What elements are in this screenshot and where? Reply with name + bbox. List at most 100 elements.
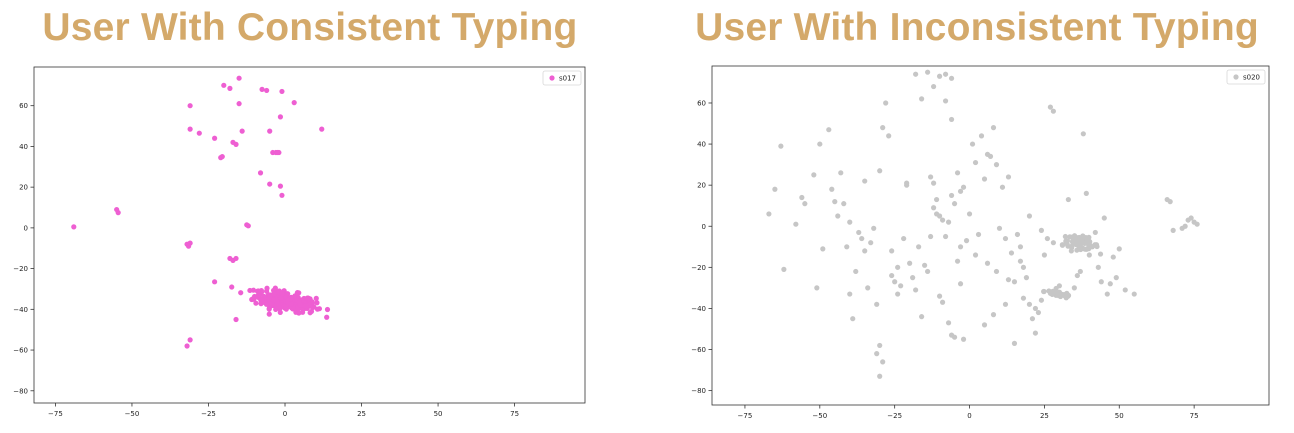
data-point <box>1131 291 1137 297</box>
data-point <box>886 133 892 139</box>
data-point <box>865 285 871 291</box>
y-tick-label: −80 <box>13 387 28 395</box>
data-point <box>880 359 886 365</box>
y-tick-label: 20 <box>19 184 28 192</box>
data-point <box>319 126 325 132</box>
x-tick-label: −25 <box>887 412 902 420</box>
data-point <box>296 299 302 305</box>
data-point <box>279 291 285 297</box>
data-point <box>957 244 964 250</box>
data-point <box>1082 246 1088 252</box>
y-tick-label: −20 <box>691 264 706 272</box>
x-tick-label: −50 <box>812 412 827 420</box>
data-point <box>1041 288 1047 295</box>
data-point <box>275 289 281 295</box>
data-point <box>948 192 955 199</box>
data-point <box>270 297 277 303</box>
data-point <box>820 246 826 252</box>
data-point <box>942 233 949 240</box>
data-point <box>1079 237 1085 243</box>
y-tick-label: −60 <box>691 346 706 354</box>
data-point <box>1005 277 1012 283</box>
data-point <box>1005 174 1012 180</box>
data-point <box>266 311 272 317</box>
data-point <box>275 301 281 308</box>
consistent-typing-panel: User With Consistent Typing −75 −50 −25 0 25… <box>0 0 620 433</box>
data-point <box>266 306 272 312</box>
y-tick-label: −40 <box>691 305 706 313</box>
data-point <box>1035 309 1042 316</box>
data-point <box>889 272 895 279</box>
data-point <box>1026 301 1033 307</box>
data-point <box>904 180 910 186</box>
data-point <box>309 299 315 305</box>
data-point <box>314 300 320 306</box>
data-point <box>993 268 1000 275</box>
data-point <box>939 299 946 305</box>
data-point <box>817 141 823 147</box>
data-point <box>277 114 284 120</box>
data-point <box>1110 254 1116 260</box>
data-point <box>913 71 919 77</box>
data-point <box>925 268 931 275</box>
data-point <box>1104 291 1110 297</box>
data-point <box>996 225 1003 231</box>
data-point <box>1083 190 1089 196</box>
data-point <box>874 301 880 307</box>
data-point <box>1098 279 1104 285</box>
x-tick-label: 75 <box>1190 412 1199 420</box>
data-point <box>1002 301 1009 307</box>
plot-frame <box>33 66 586 404</box>
legend-label: s020 <box>1243 74 1260 82</box>
data-point <box>1080 131 1086 137</box>
data-point <box>811 172 817 178</box>
data-point <box>1002 235 1009 242</box>
data-point <box>868 240 874 246</box>
data-point <box>883 100 889 106</box>
data-point <box>245 223 251 229</box>
data-point <box>255 288 261 294</box>
data-point <box>960 336 967 342</box>
data-point <box>829 186 835 192</box>
data-point <box>238 290 244 296</box>
data-point <box>981 322 988 328</box>
data-point <box>1194 221 1200 227</box>
data-point <box>253 300 259 306</box>
data-point <box>984 260 991 266</box>
data-point <box>901 235 907 242</box>
data-point <box>954 258 961 264</box>
x-tick-label: 50 <box>434 410 443 418</box>
data-point <box>1020 264 1027 270</box>
data-point <box>1084 239 1090 245</box>
data-point <box>1170 227 1176 233</box>
data-point <box>316 306 323 312</box>
plot-frame <box>711 65 1270 406</box>
data-point <box>933 196 940 203</box>
data-point <box>814 285 820 291</box>
data-point <box>781 266 787 272</box>
y-tick-label: −80 <box>691 387 706 395</box>
data-point <box>954 170 961 176</box>
data-point <box>892 279 898 285</box>
data-point <box>1116 246 1122 252</box>
data-point <box>1167 199 1173 205</box>
data-point <box>277 183 284 189</box>
data-point <box>239 128 245 134</box>
data-point <box>919 96 925 102</box>
data-point <box>1122 287 1128 293</box>
legend-label: s017 <box>559 75 576 83</box>
data-point <box>841 201 847 207</box>
data-point <box>936 73 943 79</box>
data-point <box>957 281 964 287</box>
data-point <box>1074 242 1080 248</box>
data-point <box>922 262 928 268</box>
y-tick-label: 0 <box>24 224 28 232</box>
scatter-plot-inconsistent: −75 −50 −25 0 25 50 75 −80 −60 −40 −20 0 20 40 60 s020 <box>691 65 1270 420</box>
data-point <box>999 184 1006 190</box>
data-point <box>1188 215 1194 221</box>
data-point <box>291 100 297 106</box>
legend-box <box>542 70 582 86</box>
data-point <box>1029 316 1036 322</box>
data-point <box>1041 252 1048 258</box>
data-point <box>931 83 937 90</box>
